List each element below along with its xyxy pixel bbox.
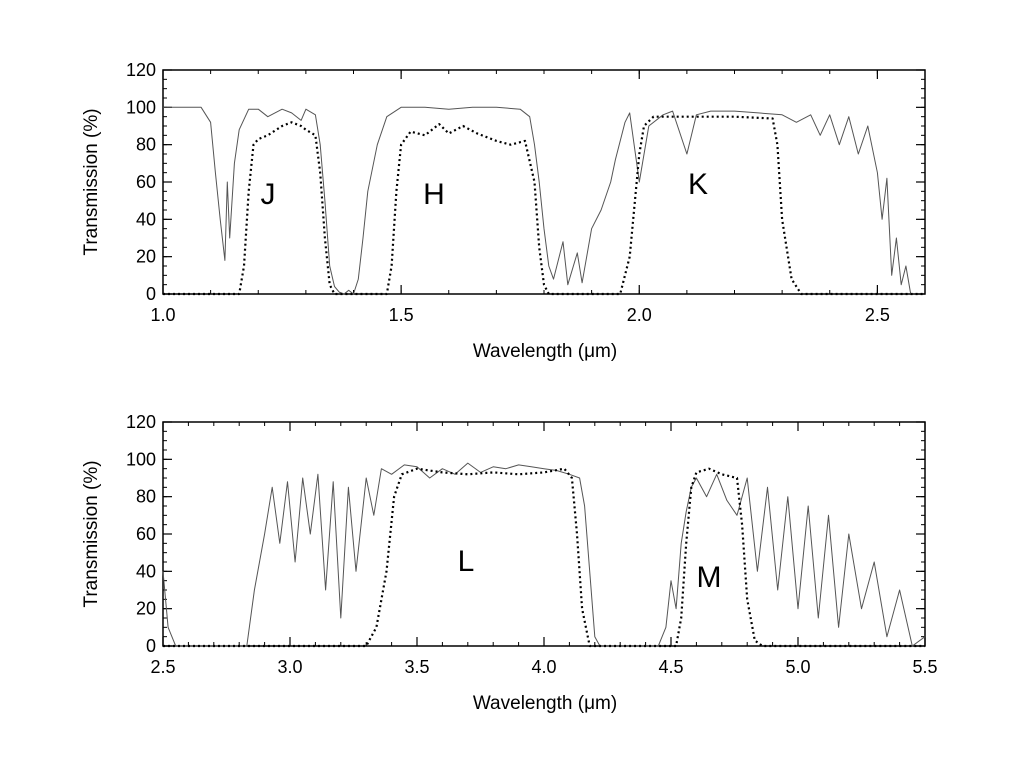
x-tick-label: 1.0	[150, 305, 175, 325]
band-label-m: M	[697, 561, 722, 594]
chart-panel-2: 2.5 3.0 3.5 4.0 4.5 5.0 5.5 0 20 40 60 80 100 120 Wav…	[81, 412, 938, 714]
x-tick-label: 2.0	[627, 305, 652, 325]
x-tick-label: 1.5	[389, 305, 414, 325]
x-tick-label: 3.0	[277, 657, 302, 677]
y-tick-label: 80	[136, 487, 156, 507]
x-tick-label: 4.5	[658, 657, 683, 677]
x-tick-label: 5.5	[912, 657, 937, 677]
y-tick-label: 60	[136, 172, 156, 192]
x-axis-label: Wavelength (μm)	[473, 693, 617, 714]
y-tick-label: 20	[136, 599, 156, 619]
filter-profile-line	[163, 467, 925, 648]
chart-panel-1: 1.0 1.5 2.0 2.5 0 20 40 60 80 100 120 Wavelength (…	[81, 60, 926, 362]
band-label-l: L	[458, 545, 475, 578]
band-label-k: K	[688, 168, 708, 201]
y-tick-label: 120	[126, 412, 156, 432]
atmospheric-transmission-line	[163, 106, 912, 295]
y-tick-label: 40	[136, 561, 156, 581]
y-axis-label: Transmission (%)	[81, 108, 102, 255]
y-tick-label: 0	[146, 284, 156, 304]
filter-profile-line	[163, 115, 925, 296]
y-tick-label: 20	[136, 247, 156, 267]
band-label-h: H	[423, 178, 445, 211]
x-tick-label: 5.0	[785, 657, 810, 677]
x-tick-label: 2.5	[150, 657, 175, 677]
x-tick-label: 3.5	[404, 657, 429, 677]
y-tick-label: 60	[136, 524, 156, 544]
y-tick-label: 100	[126, 97, 156, 117]
y-tick-label: 0	[146, 636, 156, 656]
y-tick-label: 80	[136, 135, 156, 155]
y-tick-label: 40	[136, 209, 156, 229]
atmospheric-transmission-line	[162, 462, 926, 647]
y-tick-label: 100	[126, 449, 156, 469]
x-tick-label: 2.5	[865, 305, 890, 325]
band-label-j: J	[261, 178, 276, 211]
x-axis-label: Wavelength (μm)	[473, 341, 617, 362]
x-tick-label: 4.0	[531, 657, 556, 677]
y-tick-label: 120	[126, 60, 156, 80]
y-axis-label: Transmission (%)	[81, 460, 102, 607]
plot-frame	[162, 69, 926, 295]
